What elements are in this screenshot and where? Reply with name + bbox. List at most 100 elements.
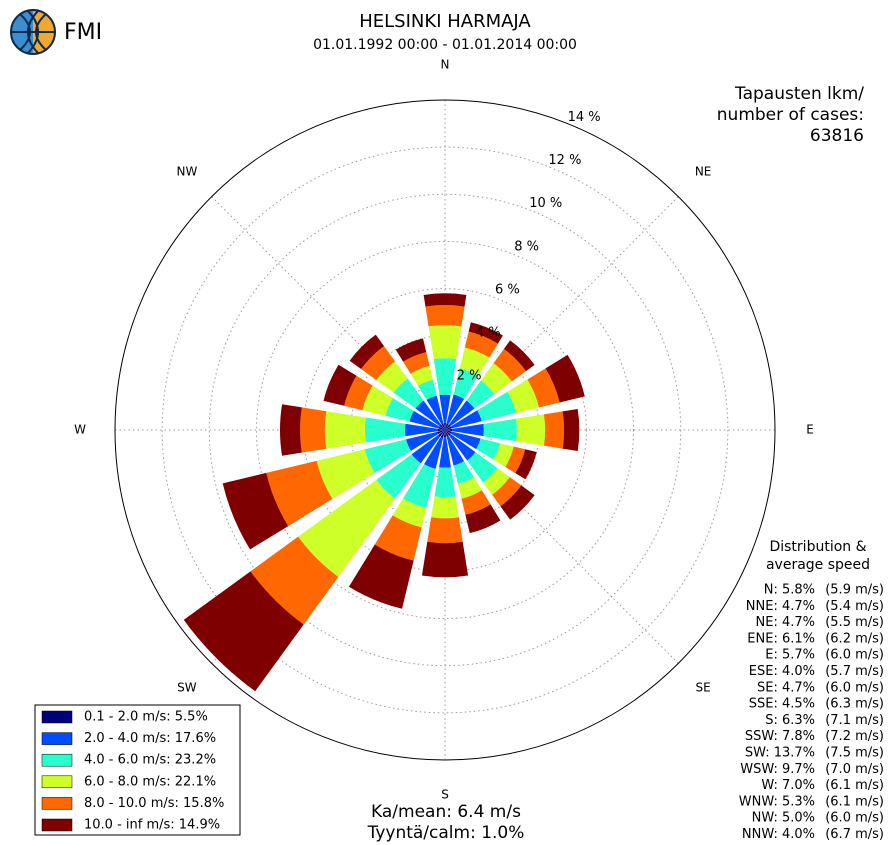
wedge	[348, 544, 414, 609]
legend-label: 10.0 - inf m/s: 14.9%	[84, 818, 220, 833]
r-tick-label: 6 %	[495, 282, 520, 297]
direction-label: SW	[177, 681, 197, 695]
footer-text: Ka/mean: 6.4 m/s	[371, 802, 521, 822]
wedge	[465, 504, 501, 534]
grid-circle	[303, 288, 587, 572]
wedge	[437, 428, 445, 432]
wedge	[439, 436, 451, 468]
wedge	[250, 536, 339, 625]
wedge	[446, 436, 465, 466]
distribution-speed: (6.7 m/s)	[825, 827, 884, 842]
distribution-share: WSW: 9.7%	[740, 762, 815, 777]
wedge	[436, 430, 445, 435]
wedge	[364, 439, 411, 474]
wedge	[364, 417, 406, 443]
r-tick-label: 8 %	[514, 239, 539, 254]
wedge	[222, 472, 289, 550]
wedge	[451, 410, 482, 429]
wedge	[298, 479, 396, 577]
wedge	[468, 322, 503, 344]
wedge	[545, 354, 585, 403]
r-tick-label: 14 %	[568, 110, 601, 125]
legend-label: 0.1 - 2.0 m/s: 5.5%	[84, 710, 208, 725]
distribution-share: ESE: 4.0%	[749, 664, 815, 679]
distribution-share: SSW: 7.8%	[745, 729, 815, 744]
wedge	[543, 411, 565, 449]
distribution-speed: (7.0 m/s)	[825, 762, 884, 777]
wedge	[280, 404, 302, 456]
distribution-speed: (6.0 m/s)	[825, 811, 884, 826]
legend-swatch	[41, 710, 73, 724]
legend-swatch	[41, 797, 73, 810]
wedge	[459, 347, 490, 376]
plot-area	[114, 99, 776, 761]
wedge	[410, 365, 433, 386]
footer-text: Tyyntä/calm: 1.0%	[367, 823, 525, 843]
wedge	[438, 426, 445, 430]
wedge	[427, 517, 463, 544]
distribution-speed: (5.5 m/s)	[825, 615, 884, 630]
distribution-speed: (6.0 m/s)	[825, 680, 884, 695]
wedge	[438, 430, 445, 437]
wedge	[457, 477, 482, 499]
distribution-speed: (7.2 m/s)	[825, 729, 884, 744]
distribution-share: WNW: 5.3%	[739, 794, 815, 809]
wedge	[374, 515, 422, 561]
distribution-speed: (7.1 m/s)	[825, 713, 884, 728]
wedge	[477, 391, 517, 422]
wedge	[428, 325, 462, 359]
wedge	[417, 379, 437, 400]
direction-label: NW	[176, 164, 197, 178]
wedge	[349, 334, 385, 370]
distribution-speed: (6.1 m/s)	[825, 794, 884, 809]
wedge	[445, 423, 449, 430]
wedge	[446, 394, 465, 424]
wedge	[421, 541, 469, 578]
wedge	[453, 368, 479, 399]
distribution-share: W: 7.0%	[761, 778, 815, 793]
outer-circle	[114, 99, 776, 761]
wedge	[395, 338, 427, 362]
wedge	[440, 430, 445, 439]
direction-label: S	[441, 788, 449, 802]
wedge	[385, 397, 414, 422]
distribution-share: S: 6.3%	[765, 713, 815, 728]
wedge	[445, 430, 451, 436]
wedge	[451, 423, 484, 437]
r-tick-label: 10 %	[529, 196, 562, 211]
wedge	[449, 434, 476, 461]
wedge	[441, 423, 445, 430]
legend-label: 6.0 - 8.0 m/s: 22.1%	[84, 774, 216, 789]
legend-swatch	[41, 775, 73, 789]
wedge	[445, 428, 453, 432]
wedge	[426, 395, 444, 424]
wedge	[503, 340, 535, 372]
wedge	[323, 364, 357, 406]
direction-label: E	[806, 423, 814, 437]
distribution-speed: (6.0 m/s)	[825, 648, 884, 663]
wedge	[392, 498, 427, 528]
wedge	[481, 363, 512, 394]
chart-subtitle: 01.01.1992 00:00 - 01.01.2014 00:00	[313, 37, 577, 53]
chart-title: HELSINKI HARMAJA	[359, 11, 531, 32]
cases-label: number of cases:	[717, 105, 864, 125]
direction-label: NE	[695, 164, 712, 178]
distribution-share: N: 5.8%	[764, 583, 815, 598]
distribution-speed: (6.2 m/s)	[825, 631, 884, 646]
r-tick-label: 12 %	[548, 153, 581, 168]
r-tick-label: 4 %	[476, 325, 501, 340]
wedge	[439, 394, 451, 424]
cases-value: 63816	[810, 126, 864, 146]
wedge	[493, 443, 514, 467]
wedge	[409, 410, 439, 429]
legend-label: 8.0 - 10.0 m/s: 15.8%	[84, 796, 224, 811]
distribution-speed: (5.4 m/s)	[825, 599, 884, 614]
wedge	[423, 293, 467, 307]
wedge	[449, 400, 475, 426]
wedge	[443, 422, 447, 430]
wedge	[434, 467, 456, 498]
distribution-share: NE: 4.7%	[756, 615, 815, 630]
wedge	[404, 423, 439, 437]
legend-swatch	[41, 753, 73, 767]
